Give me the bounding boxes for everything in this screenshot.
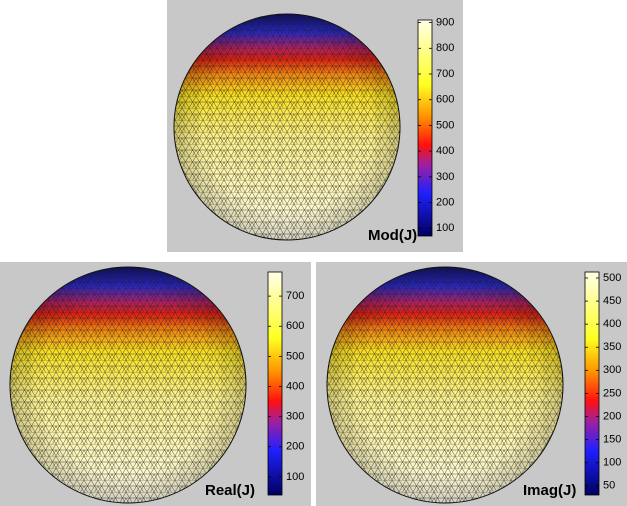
colorbar-tick-label: 100	[436, 222, 454, 234]
panel: 50 100 150 200 250 300 350 400 450 500 Imag(J)	[316, 262, 627, 506]
colorbar	[585, 272, 599, 495]
panel-label: Real(J)	[205, 482, 255, 499]
colorbar-tick-label: 400	[286, 380, 304, 392]
colorbar	[418, 20, 432, 236]
colorbar-tick-label: 400	[603, 318, 621, 330]
sphere-shade	[10, 267, 246, 503]
colorbar-tick-label: 600	[286, 320, 304, 332]
panel-label: Imag(J)	[523, 482, 576, 499]
colorbar-tick-label: 300	[286, 411, 304, 423]
colorbar-tick-label: 250	[603, 387, 621, 399]
colorbar-tick-label: 100	[603, 457, 621, 469]
colorbar-tick-label: 500	[603, 272, 621, 284]
colorbar-tick-label: 200	[436, 196, 454, 208]
colorbar-tick-label: 150	[603, 434, 621, 446]
colorbar	[268, 272, 282, 495]
colorbar-tick-label: 450	[603, 295, 621, 307]
colorbar-tick-label: 100	[286, 471, 304, 483]
colorbar-tick-label: 700	[436, 68, 454, 80]
colorbar-tick-label: 200	[603, 410, 621, 422]
colorbar-tick-label: 800	[436, 42, 454, 54]
panel: 100 200 300 400 500 600 700 Real(J)	[0, 262, 311, 506]
colorbar-tick-label: 300	[603, 364, 621, 376]
panel: 100 200 300 400 500 600 700 800 900 Mod(J)	[167, 0, 463, 252]
sphere-shade	[327, 267, 563, 503]
colorbar-tick-label: 200	[286, 441, 304, 453]
figure: 100 200 300 400 500 600 700 800 900 Mod(J) 100 200 3…	[0, 0, 627, 506]
colorbar-tick-label: 900	[436, 16, 454, 28]
sphere-shade	[174, 14, 400, 240]
colorbar-tick-label: 300	[436, 171, 454, 183]
colorbar-tick-label: 350	[603, 341, 621, 353]
panel-label: Mod(J)	[368, 227, 417, 244]
colorbar-tick-label: 50	[603, 480, 615, 492]
colorbar-tick-label: 400	[436, 145, 454, 157]
colorbar-tick-label: 500	[286, 350, 304, 362]
colorbar-tick-label: 700	[286, 290, 304, 302]
colorbar-tick-label: 600	[436, 94, 454, 106]
colorbar-tick-label: 500	[436, 119, 454, 131]
